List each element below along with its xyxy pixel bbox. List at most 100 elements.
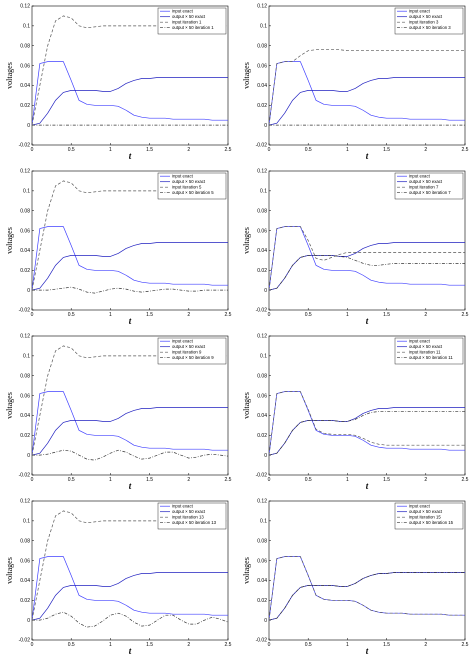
y-tick-label: -0.02	[19, 473, 31, 479]
x-tick-label: 2	[424, 642, 427, 648]
y-axis-label: voltages	[5, 557, 14, 584]
x-tick-label: 2	[187, 642, 190, 648]
x-tick-label: 0.5	[68, 312, 75, 318]
y-tick-label: 0.02	[20, 103, 30, 109]
y-tick-label: 0.02	[257, 268, 267, 274]
legend-label: output × 50 iteration 1	[172, 25, 214, 30]
legend-label: output × 50 exact	[172, 344, 206, 349]
x-tick-label: 2	[424, 312, 427, 318]
x-tick-label: 2.5	[225, 642, 232, 648]
x-tick-label: 1.5	[383, 312, 390, 318]
legend-box	[157, 337, 227, 365]
y-tick-label: 0.06	[257, 393, 267, 399]
x-tick-label: 2	[187, 147, 190, 153]
series-line	[268, 226, 465, 291]
series-line	[268, 391, 465, 456]
legend-box	[157, 502, 227, 530]
y-tick-label: 0.12	[20, 334, 30, 340]
x-tick-label: 2.5	[462, 312, 469, 318]
y-tick-label: 0.12	[20, 4, 30, 10]
legend-label: input iteration 5	[172, 185, 202, 190]
x-axis-label: t	[366, 646, 369, 656]
legend-box	[394, 7, 464, 35]
x-tick-label: 2.5	[462, 642, 469, 648]
x-axis-label: t	[129, 646, 132, 656]
y-tick-label: 0.06	[20, 228, 30, 234]
y-tick-label: 0.08	[20, 208, 30, 214]
legend-label: output × 50 iteration 7	[409, 190, 451, 195]
x-tick-label: 0.5	[305, 477, 312, 483]
x-tick-label: 1.5	[146, 477, 153, 483]
y-tick-label: 0.08	[257, 43, 267, 49]
y-tick-label: -0.02	[256, 143, 268, 149]
series-line	[32, 449, 229, 461]
y-tick-label: 0.04	[257, 248, 267, 254]
legend-label: output × 50 iteration 13	[172, 520, 217, 525]
x-tick-label: 1	[346, 477, 349, 483]
y-tick-label: 0.12	[20, 169, 30, 175]
legend-label: input iteration 3	[409, 20, 439, 25]
y-tick-label: 0	[264, 618, 267, 624]
chart-panel: 0 0.5 1 1.5 2 2.5-0.0200.020.040.060.080.10.1…	[5, 169, 232, 326]
series-line	[31, 77, 228, 126]
y-tick-label: 0.02	[20, 433, 30, 439]
x-axis-label: t	[366, 316, 369, 326]
y-tick-label: 0.04	[257, 578, 267, 584]
series-line	[31, 391, 228, 456]
legend-label: output × 50 iteration 9	[172, 355, 214, 360]
x-tick-label: 0	[268, 312, 271, 318]
y-tick-label: 0.06	[257, 228, 267, 234]
y-tick-label: 0.06	[20, 393, 30, 399]
y-tick-label: 0.04	[20, 83, 30, 89]
series-line	[32, 611, 229, 628]
x-tick-label: 0	[31, 642, 34, 648]
series-line	[31, 556, 228, 621]
x-tick-label: 1	[109, 147, 112, 153]
y-tick-label: 0.02	[20, 598, 30, 604]
y-tick-label: 0.04	[20, 248, 30, 254]
legend-label: output × 50 exact	[409, 509, 443, 514]
y-tick-label: 0	[264, 453, 267, 459]
chart-panel: 0 0.5 1 1.5 2 2.5-0.0200.020.040.060.080.10.1…	[5, 4, 232, 161]
y-tick-label: 0.04	[20, 578, 30, 584]
legend-label: output × 50 iteration 15	[409, 520, 454, 525]
y-tick-label: 0.12	[257, 499, 267, 505]
series-line	[31, 572, 228, 621]
chart-panel: 0 0.5 1 1.5 2 2.5-0.0200.020.040.060.080.10.1…	[242, 169, 469, 326]
y-tick-label: 0.12	[257, 334, 267, 340]
y-tick-label: 0	[27, 123, 30, 129]
y-tick-label: 0.1	[260, 354, 267, 360]
x-tick-label: 2.5	[462, 147, 469, 153]
series-line	[268, 556, 465, 621]
legend-label: input iteration 11	[409, 350, 441, 355]
x-tick-label: 1	[109, 312, 112, 318]
y-axis-label: voltages	[5, 392, 14, 419]
x-tick-label: 0.5	[305, 642, 312, 648]
legend-label: input iteration 7	[409, 185, 439, 190]
x-tick-label: 2	[187, 477, 190, 483]
series-line	[31, 242, 228, 291]
chart-panel: 0 0.5 1 1.5 2 2.5-0.0200.020.040.060.080.10.1…	[242, 499, 469, 656]
x-axis-label: t	[366, 151, 369, 161]
y-tick-label: 0.12	[257, 169, 267, 175]
series-line	[32, 286, 228, 294]
legend-label: input exact	[409, 9, 431, 14]
y-tick-label: 0.02	[257, 433, 267, 439]
x-tick-label: 0	[31, 477, 34, 483]
legend-label: input iteration 9	[172, 350, 202, 355]
y-tick-label: 0.08	[20, 538, 30, 544]
legend-label: input iteration 15	[409, 515, 441, 520]
series-line	[268, 49, 465, 126]
y-tick-label: 0.1	[23, 519, 30, 525]
x-tick-label: 1.5	[146, 312, 153, 318]
legend-label: input exact	[172, 174, 194, 179]
series-line	[268, 391, 465, 456]
y-tick-label: -0.02	[256, 308, 268, 314]
y-tick-label: 0.06	[257, 63, 267, 69]
legend-box	[157, 7, 227, 35]
series-line	[268, 61, 465, 126]
legend-label: input exact	[409, 504, 431, 509]
chart-panel: 0 0.5 1 1.5 2 2.5-0.0200.020.040.060.080.10.1…	[242, 334, 469, 491]
